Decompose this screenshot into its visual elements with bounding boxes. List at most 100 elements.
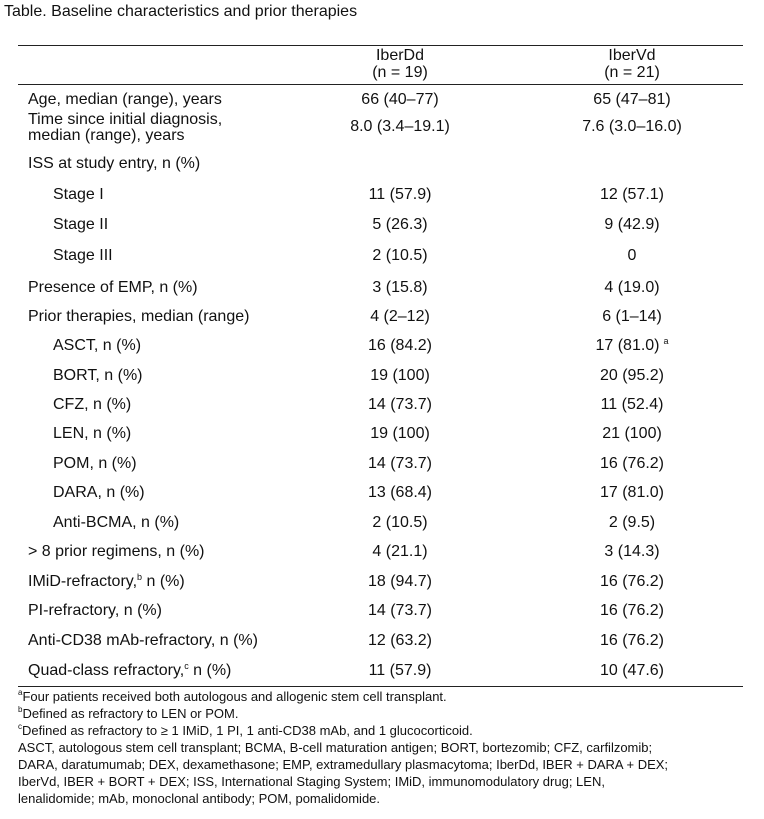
row-label: Stage II xyxy=(53,216,109,233)
iberdd-value: 2 (10.5) xyxy=(300,515,500,531)
row-label: IMiD-refractory,b n (%) xyxy=(28,573,185,590)
iberdd-value: 11 (57.9) xyxy=(300,663,500,679)
footnote-marker: a xyxy=(663,336,669,346)
footnote: aFour patients received both autologous … xyxy=(18,688,748,705)
ibervd-value: 11 (52.4) xyxy=(532,397,732,413)
ibervd-value: 6 (1–14) xyxy=(532,309,732,325)
footnote: ASCT, autologous stem cell transplant; B… xyxy=(18,739,748,756)
iberdd-value: 18 (94.7) xyxy=(300,574,500,590)
row-label: Anti-BCMA, n (%) xyxy=(53,514,180,531)
cell-text: 16 (76.2) xyxy=(599,602,665,619)
cell-text: 19 (100) xyxy=(370,425,430,442)
iberdd-value: 66 (40–77) xyxy=(300,92,500,108)
ibervd-value: 3 (14.3) xyxy=(532,544,732,560)
cell-text: 21 (100) xyxy=(602,425,662,442)
cell-text: 16 (76.2) xyxy=(599,632,665,649)
iberdd-value: 2 (10.5) xyxy=(300,248,500,264)
cell-text: 5 (26.3) xyxy=(372,216,428,233)
ibervd-value: 16 (76.2) xyxy=(532,574,732,590)
iberdd-value: 5 (26.3) xyxy=(300,217,500,233)
ibervd-value: 16 (76.2) xyxy=(532,633,732,649)
footnote: cDefined as refractory to ≥ 1 IMiD, 1 PI… xyxy=(18,722,748,739)
cell-text: 16 (76.2) xyxy=(599,455,665,472)
cell-text: 4 (19.0) xyxy=(604,279,660,296)
ibervd-value: 10 (47.6) xyxy=(532,663,732,679)
row-label: DARA, n (%) xyxy=(53,484,145,501)
cell-text: 2 (9.5) xyxy=(608,514,656,531)
cell-text: 18 (94.7) xyxy=(367,573,433,590)
iberdd-value: 11 (57.9) xyxy=(300,187,500,203)
ibervd-value: 9 (42.9) xyxy=(532,217,732,233)
cell-text: 66 (40–77) xyxy=(361,91,439,108)
row-label: Prior therapies, median (range) xyxy=(28,308,250,325)
cell-text: 2 (10.5) xyxy=(372,514,428,531)
cell-text: 4 (2–12) xyxy=(370,308,430,325)
cell-text: 11 (57.9) xyxy=(368,186,432,203)
iberdd-value: 4 (21.1) xyxy=(300,544,500,560)
cell-text: 10 (47.6) xyxy=(599,662,665,679)
ibervd-value: 2 (9.5) xyxy=(532,515,732,531)
ibervd-value: 17 (81.0) a xyxy=(532,336,732,354)
ibervd-value: 0 xyxy=(532,248,732,264)
cell-text: 16 (76.2) xyxy=(599,573,665,590)
top-rule xyxy=(18,45,743,46)
ibervd-value: 65 (47–81) xyxy=(532,92,732,108)
cell-text: 14 (73.7) xyxy=(367,396,433,413)
row-label-text: Quad-class refractory, xyxy=(28,662,185,679)
iberdd-value: 4 (2–12) xyxy=(300,309,500,325)
row-label: Anti-CD38 mAb-refractory, n (%) xyxy=(28,632,258,649)
ibervd-value: 16 (76.2) xyxy=(532,456,732,472)
cell-text: 65 (47–81) xyxy=(593,91,671,108)
cell-text: 12 (63.2) xyxy=(367,632,433,649)
ibervd-value: 21 (100) xyxy=(532,426,732,442)
cell-text: 8.0 (3.4–19.1) xyxy=(350,118,450,135)
ibervd-value: 7.6 (3.0–16.0) xyxy=(532,119,732,135)
cell-text: 13 (68.4) xyxy=(367,484,433,501)
iberdd-value: 16 (84.2) xyxy=(300,338,500,354)
cell-text: 14 (73.7) xyxy=(367,455,433,472)
row-label: Quad-class refractory,c n (%) xyxy=(28,661,231,679)
iberdd-value: 14 (73.7) xyxy=(300,456,500,472)
footnote-marker: c xyxy=(184,661,189,671)
cell-text: 17 (81.0) xyxy=(595,337,660,354)
footnote-text: ASCT, autologous stem cell transplant; B… xyxy=(18,740,653,755)
ibervd-value: 16 (76.2) xyxy=(532,603,732,619)
footnote-text: Defined as refractory to ≥ 1 IMiD, 1 PI,… xyxy=(22,723,473,738)
row-label-suffix: n (%) xyxy=(142,573,185,590)
table-title: Table. Baseline characteristics and prio… xyxy=(4,3,358,20)
iberdd-value: 19 (100) xyxy=(300,368,500,384)
iberdd-value: 3 (15.8) xyxy=(300,280,500,296)
footnote-text: DARA, daratumumab; DEX, dexamethasone; E… xyxy=(18,757,669,772)
column-header-iberdd: IberDd (n = 19) xyxy=(300,47,500,81)
cell-text: 6 (1–14) xyxy=(602,308,662,325)
row-label-text: IMiD-refractory, xyxy=(28,573,138,590)
footnote: bDefined as refractory to LEN or POM. xyxy=(18,705,748,722)
cell-text: 9 (42.9) xyxy=(604,216,660,233)
ibervd-value: 17 (81.0) xyxy=(532,485,732,501)
cell-text: 3 (15.8) xyxy=(372,279,428,296)
ibervd-value: 12 (57.1) xyxy=(532,187,732,203)
cell-text: 14 (73.7) xyxy=(367,602,433,619)
header-rule xyxy=(18,84,743,85)
row-label: Age, median (range), years xyxy=(28,91,222,108)
bottom-rule xyxy=(18,686,743,687)
footnote-text: Four patients received both autologous a… xyxy=(22,689,447,704)
cell-text: 11 (57.9) xyxy=(368,662,432,679)
column-header-ibervd: IberVd (n = 21) xyxy=(532,47,732,81)
column-n: (n = 19) xyxy=(372,64,428,81)
footnote: DARA, daratumumab; DEX, dexamethasone; E… xyxy=(18,756,748,773)
cell-text: 0 xyxy=(627,247,637,264)
row-label: Stage I xyxy=(53,186,104,203)
row-label: BORT, n (%) xyxy=(53,367,143,384)
cell-text: 4 (21.1) xyxy=(372,543,428,560)
footnote: IberVd, IBER + BORT + DEX; ISS, Internat… xyxy=(18,773,748,790)
row-label: PI-refractory, n (%) xyxy=(28,602,162,619)
column-name: IberDd xyxy=(375,47,425,64)
footnote-text: lenalidomide; mAb, monoclonal antibody; … xyxy=(18,791,381,806)
row-label: ASCT, n (%) xyxy=(53,337,142,354)
footnote-marker: b xyxy=(18,705,23,714)
cell-text: 11 (52.4) xyxy=(600,396,664,413)
cell-text: 16 (84.2) xyxy=(367,337,433,354)
row-label: ISS at study entry, n (%) xyxy=(28,155,201,172)
cell-text: 20 (95.2) xyxy=(599,367,665,384)
